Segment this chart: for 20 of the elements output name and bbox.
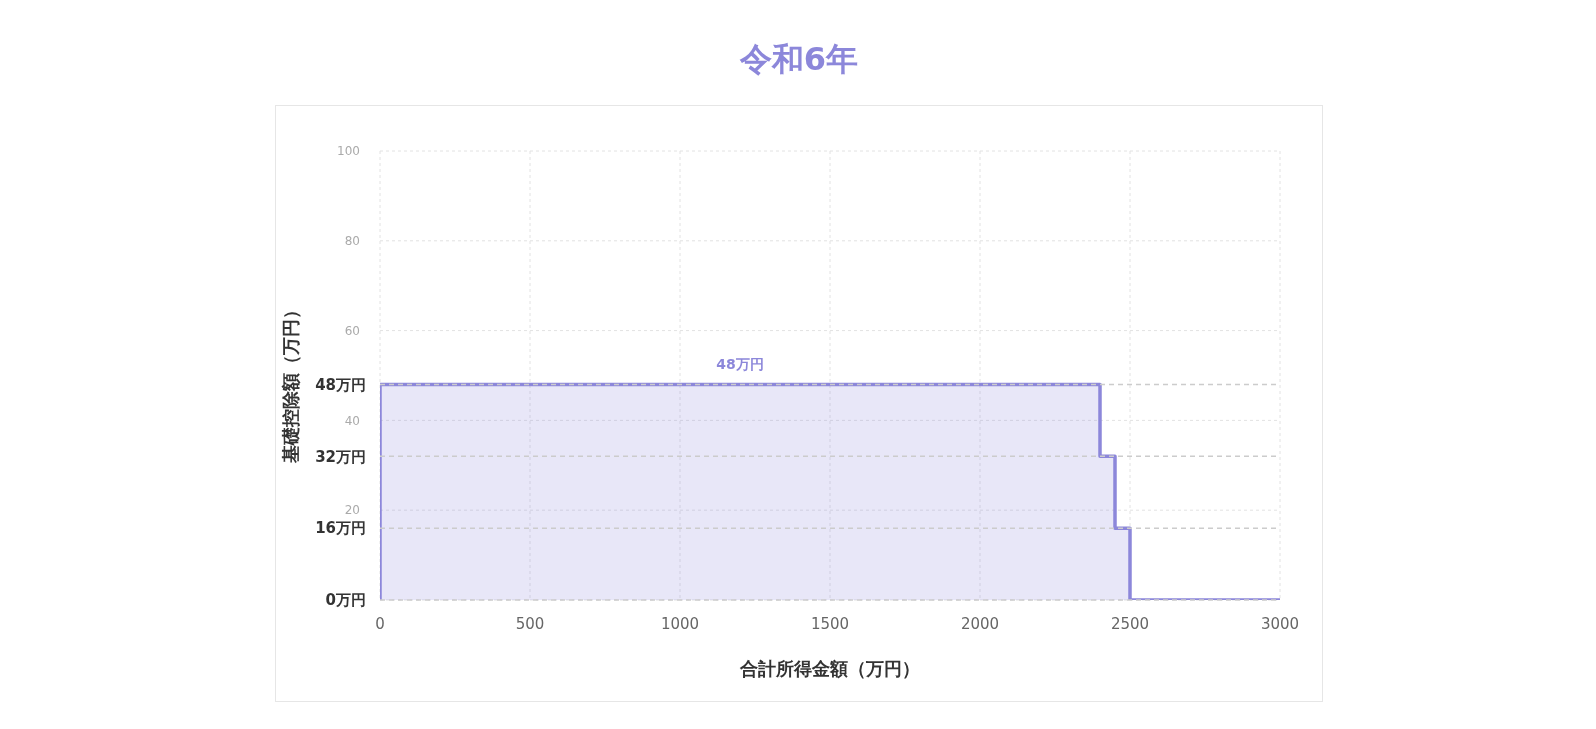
y-tick-label: 60: [344, 323, 360, 338]
y-tick-label: 20: [344, 503, 360, 518]
x-axis-title: 合計所得金額（万円）: [739, 657, 920, 679]
y-tick-label: 100: [337, 144, 360, 159]
x-tick-label: 2000: [960, 614, 1000, 633]
ref-line-label: 0万円: [325, 591, 366, 610]
x-tick-label: 1000: [660, 614, 700, 633]
ref-line-label: 16万円: [315, 519, 366, 538]
x-tick-label: 1500: [810, 614, 850, 633]
ref-line-label: 32万円: [315, 447, 366, 466]
x-tick-label: 500: [515, 614, 545, 633]
x-tick-label: 2500: [1110, 614, 1150, 633]
y-tick-label: 80: [344, 234, 360, 249]
chart-title: 令和6年: [739, 40, 859, 78]
x-tick-label: 0: [375, 614, 385, 633]
y-axis-title: 基礎控除額（万円）: [279, 300, 301, 464]
annotation: 48万円: [716, 356, 764, 373]
y-tick-label: 40: [344, 413, 360, 428]
x-tick-label: 3000: [1260, 614, 1300, 633]
ref-line-label: 48万円: [315, 375, 366, 394]
